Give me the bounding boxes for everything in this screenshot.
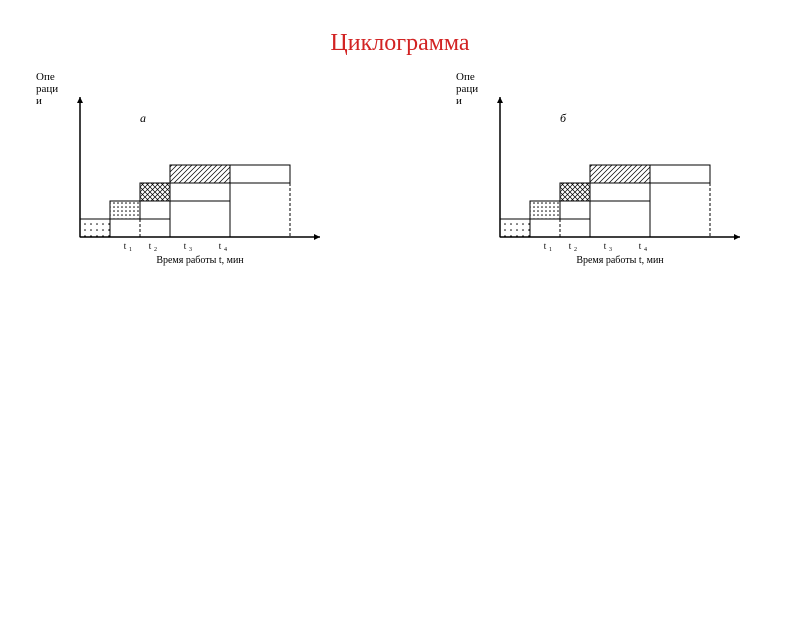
svg-text:а: а: [140, 111, 146, 125]
svg-text:t: t: [184, 241, 187, 251]
svg-text:2: 2: [574, 247, 577, 253]
svg-text:Время работы t, мин: Время работы t, мин: [156, 255, 244, 266]
chart-panel-b: Опе раци и t1t2t3t4Время работы t, минб: [460, 77, 760, 277]
svg-text:1: 1: [129, 247, 132, 253]
svg-text:1: 1: [549, 247, 552, 253]
svg-text:t: t: [124, 241, 127, 251]
svg-text:3: 3: [189, 247, 192, 253]
y-axis-label-a: Опе раци и: [36, 71, 58, 107]
svg-text:t: t: [604, 241, 607, 251]
chart-svg-b: t1t2t3t4Время работы t, минб: [460, 77, 760, 277]
svg-text:4: 4: [224, 247, 227, 253]
svg-text:3: 3: [609, 247, 612, 253]
chart-svg-a: t1t2t3t4Время работы t, мина: [40, 77, 340, 277]
chart-panel-a: Опе раци и t1t2t3t4Время работы t, мина: [40, 77, 340, 277]
svg-text:t: t: [149, 241, 152, 251]
svg-text:2: 2: [154, 247, 157, 253]
svg-text:Время работы t, мин: Время работы t, мин: [576, 255, 664, 266]
svg-text:t: t: [569, 241, 572, 251]
svg-text:t: t: [219, 241, 222, 251]
y-axis-label-b: Опе раци и: [456, 71, 478, 107]
charts-row: Опе раци и t1t2t3t4Время работы t, мина …: [0, 77, 800, 277]
svg-text:t: t: [544, 241, 547, 251]
page-title: Циклограмма: [0, 30, 800, 57]
svg-text:4: 4: [644, 247, 647, 253]
svg-text:t: t: [639, 241, 642, 251]
svg-text:б: б: [560, 111, 567, 125]
